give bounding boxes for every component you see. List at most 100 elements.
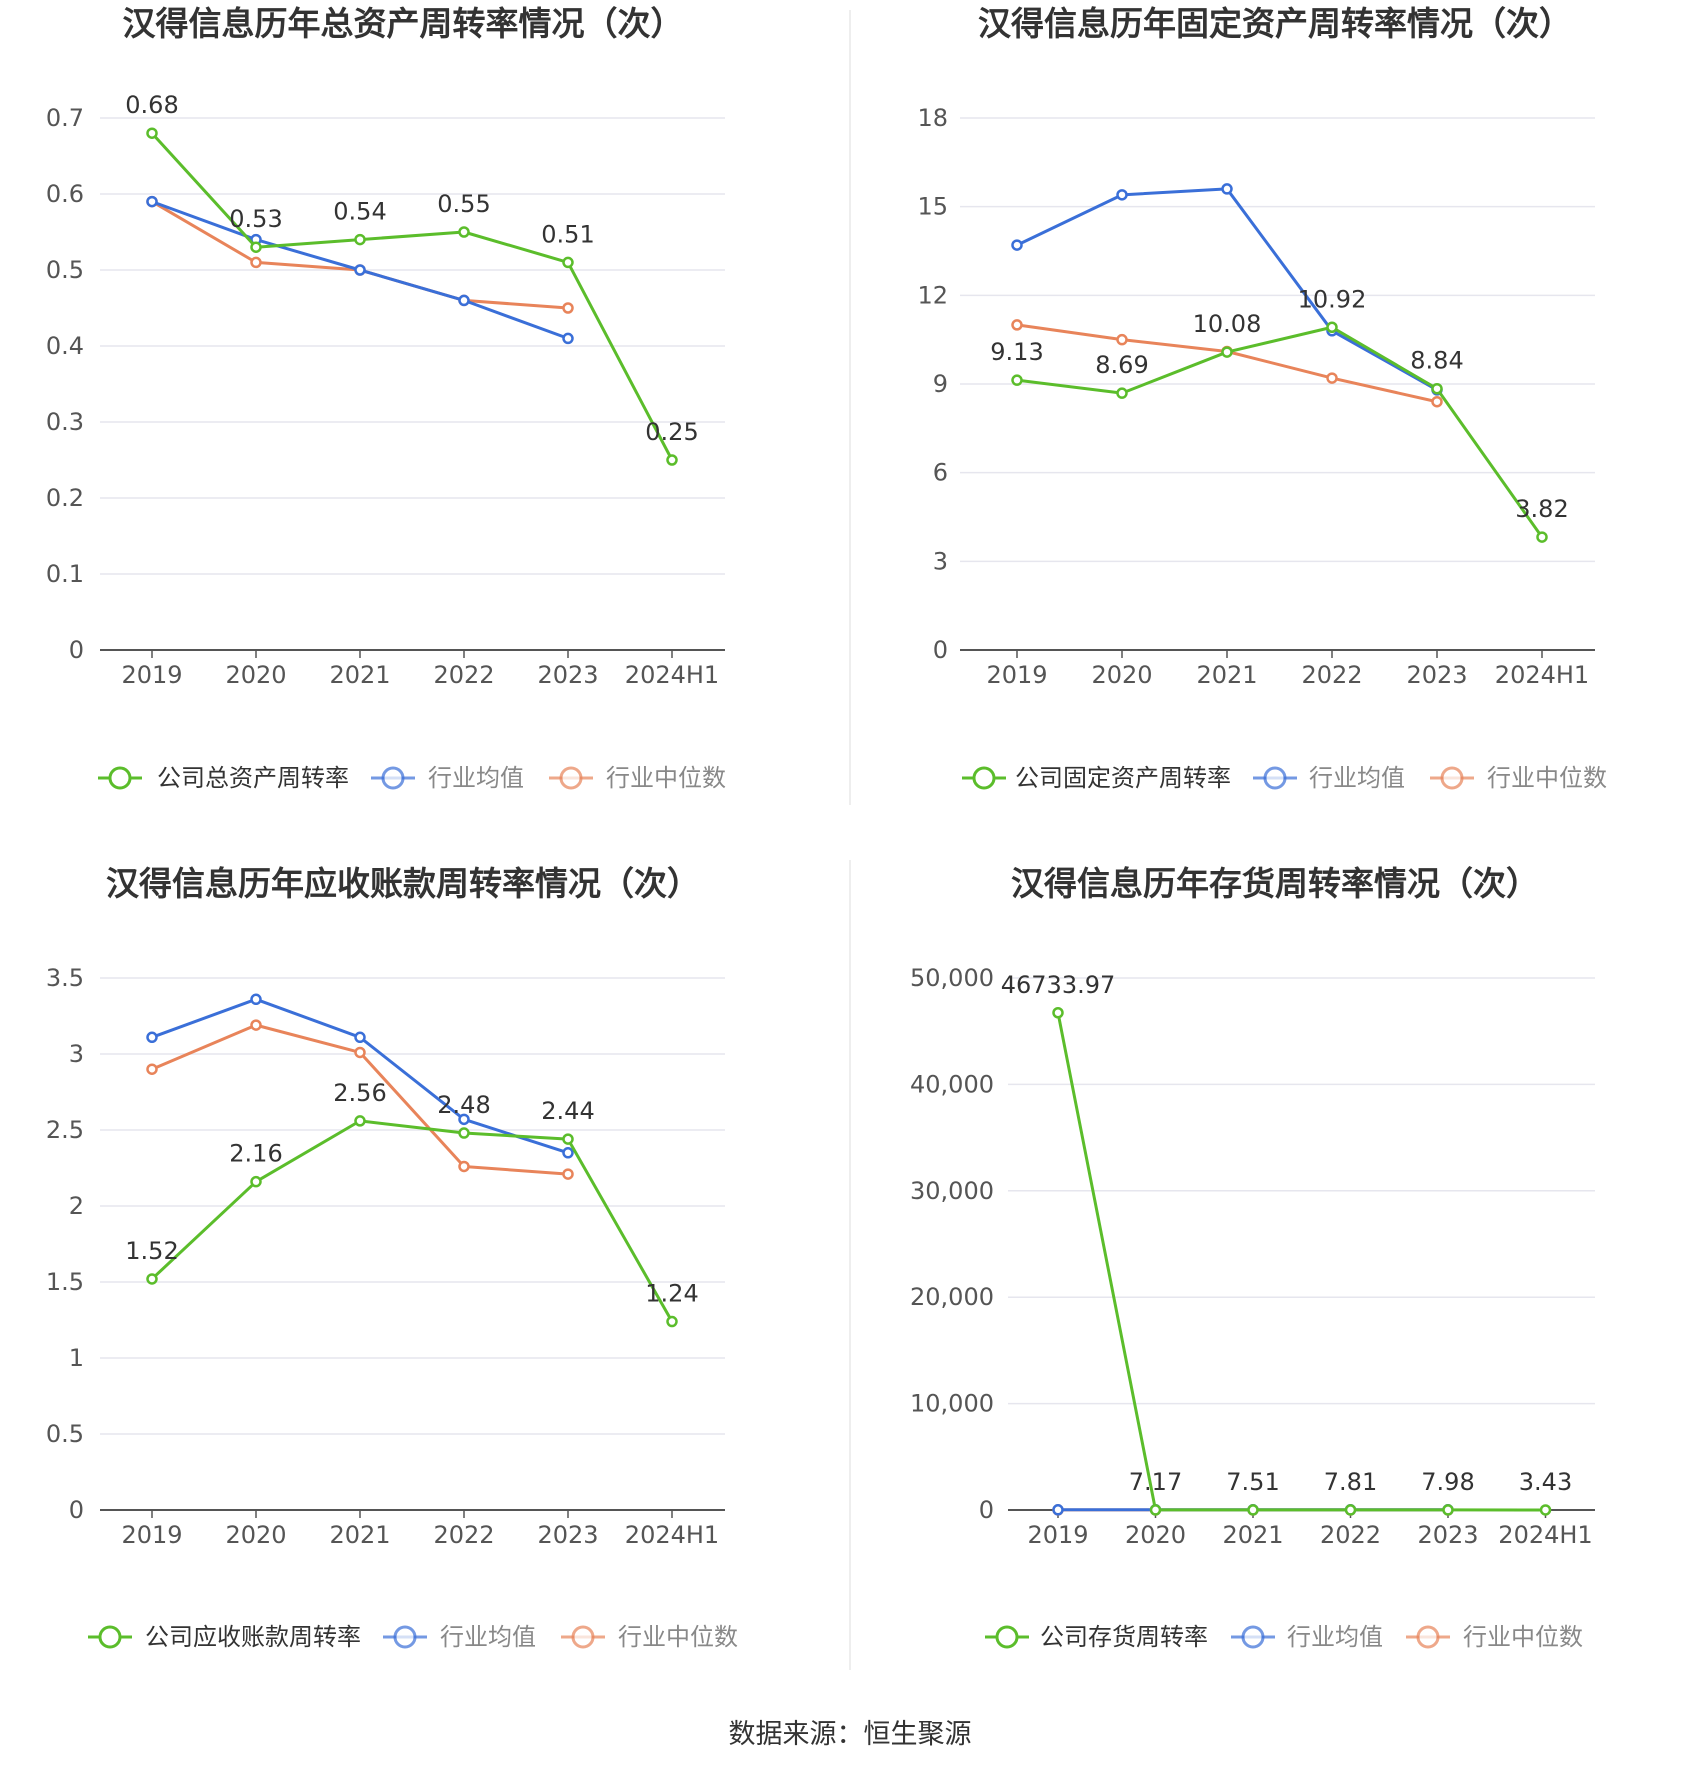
data-label: 7.81 xyxy=(1324,1468,1377,1496)
legend-item-median: 行业中位数 xyxy=(1430,764,1607,792)
legend-item-company: 公司固定资产周转率 xyxy=(962,764,1231,792)
legend-label: 行业均值 xyxy=(428,764,524,792)
legend-label: 行业均值 xyxy=(1309,764,1405,792)
legend-marker xyxy=(1440,766,1464,790)
legend-marker xyxy=(1241,1625,1265,1649)
data-point-median xyxy=(250,256,262,269)
legend-label: 行业中位数 xyxy=(1487,764,1607,792)
y-tick-label: 2 xyxy=(69,1192,84,1220)
x-tick-label: 2022 xyxy=(1301,661,1362,689)
x-tick-label: 2023 xyxy=(537,1521,598,1549)
data-label: 2.16 xyxy=(229,1140,282,1168)
data-label: 0.53 xyxy=(229,205,282,233)
data-point-company xyxy=(458,226,470,238)
x-tick-label: 2021 xyxy=(1196,661,1257,689)
data-label: 10.92 xyxy=(1298,285,1367,313)
data-label: 8.69 xyxy=(1095,351,1148,379)
x-tick-label: 2019 xyxy=(1027,1521,1088,1549)
y-tick-label: 50,000 xyxy=(910,964,994,992)
series-line-company xyxy=(1016,325,1544,538)
y-tick-label: 0 xyxy=(979,1496,994,1524)
data-point-median xyxy=(458,1160,470,1173)
y-tick-label: 0.3 xyxy=(46,408,84,436)
x-tick-label: 2020 xyxy=(1125,1521,1186,1549)
y-tick-label: 20,000 xyxy=(910,1283,994,1311)
legend-item-company: 公司存货周转率 xyxy=(985,1623,1208,1651)
legend-item-median: 行业中位数 xyxy=(561,1623,738,1651)
data-label: 1.24 xyxy=(645,1280,698,1308)
data-label: 46733.97 xyxy=(1001,971,1116,999)
data-point-company xyxy=(1344,1504,1357,1516)
x-tick-label: 2024H1 xyxy=(1495,661,1589,689)
data-point-company xyxy=(666,1315,678,1328)
y-tick-label: 40,000 xyxy=(910,1070,994,1098)
data-point-company xyxy=(146,1273,158,1285)
data-point-average xyxy=(1011,239,1023,251)
data-point-average xyxy=(1116,189,1128,201)
data-point-company xyxy=(354,1115,366,1127)
data-point-average xyxy=(1052,1504,1064,1516)
series-line-company xyxy=(150,1119,674,1323)
data-point-company xyxy=(250,241,262,253)
x-tick-label: 2019 xyxy=(121,661,182,689)
y-tick-label: 0 xyxy=(69,636,84,664)
x-tick-label: 2023 xyxy=(1406,661,1467,689)
chart-2: 汉得信息历年固定资产周转率情况（次） 0 3 6 9 12 15 18 2019 2020 2021… xyxy=(917,4,1607,792)
y-tick-label: 10,000 xyxy=(910,1390,994,1418)
data-point-average xyxy=(146,1031,158,1044)
data-point-median xyxy=(250,1019,262,1031)
legend-marker xyxy=(571,1625,595,1649)
legend-item-average: 行业均值 xyxy=(1253,764,1405,792)
data-point-median xyxy=(146,1063,158,1075)
y-tick-label: 18 xyxy=(917,104,948,132)
legend-item-company: 公司总资产周转率 xyxy=(98,764,349,792)
y-tick-label: 9 xyxy=(933,370,948,398)
y-tick-label: 30,000 xyxy=(910,1177,994,1205)
data-label: 3.82 xyxy=(1515,495,1568,523)
data-point-company xyxy=(1326,321,1338,334)
data-point-company xyxy=(562,1133,574,1145)
x-tick-label: 2019 xyxy=(986,661,1047,689)
legend-marker xyxy=(1416,1625,1440,1649)
y-tick-label: 0.1 xyxy=(46,560,84,588)
y-tick-label: 0.4 xyxy=(46,332,84,360)
data-point-average xyxy=(250,993,262,1006)
data-point-average xyxy=(146,195,158,208)
data-point-company xyxy=(1052,1007,1064,1019)
data-point-company xyxy=(1431,382,1443,395)
data-label: 9.13 xyxy=(990,338,1043,366)
legend-label: 行业中位数 xyxy=(1463,1623,1583,1651)
legend-label: 行业中位数 xyxy=(606,764,726,792)
legend-marker xyxy=(972,766,996,790)
data-label: 2.44 xyxy=(541,1097,594,1125)
data-label: 1.52 xyxy=(125,1237,178,1265)
data-point-company xyxy=(1539,1504,1552,1516)
legend-marker xyxy=(108,766,132,790)
data-point-median xyxy=(1431,395,1443,408)
data-point-median xyxy=(562,1168,574,1180)
data-label: 0.51 xyxy=(541,220,594,248)
x-tick-label: 2024H1 xyxy=(1498,1521,1592,1549)
legend-item-company: 公司应收账款周转率 xyxy=(88,1623,361,1651)
x-tick-label: 2021 xyxy=(329,1521,390,1549)
data-point-median xyxy=(354,1046,366,1059)
x-tick-label: 2022 xyxy=(433,1521,494,1549)
legend-marker xyxy=(1263,766,1287,790)
y-tick-label: 0.7 xyxy=(46,104,84,132)
chart-title: 汉得信息历年存货周转率情况（次） xyxy=(1011,864,1539,903)
legend-item-average: 行业均值 xyxy=(383,1623,536,1651)
data-point-average xyxy=(562,332,574,345)
legend-item-median: 行业中位数 xyxy=(1406,1623,1583,1651)
data-point-company xyxy=(1116,387,1128,399)
x-tick-label: 2021 xyxy=(1222,1521,1283,1549)
legend-marker xyxy=(995,1625,1019,1649)
data-point-average xyxy=(354,1031,366,1044)
chart-1: 汉得信息历年总资产周转率情况（次） 0 0.1 0.2 0.3 0.4 0.5 0.6 0.7 2… xyxy=(46,4,726,792)
y-tick-label: 3 xyxy=(69,1040,84,1068)
data-point-company xyxy=(1011,374,1023,386)
data-label: 2.56 xyxy=(333,1079,386,1107)
series-line-company xyxy=(150,132,674,461)
chart-title: 汉得信息历年总资产周转率情况（次） xyxy=(123,4,684,43)
data-label: 3.43 xyxy=(1519,1468,1572,1496)
